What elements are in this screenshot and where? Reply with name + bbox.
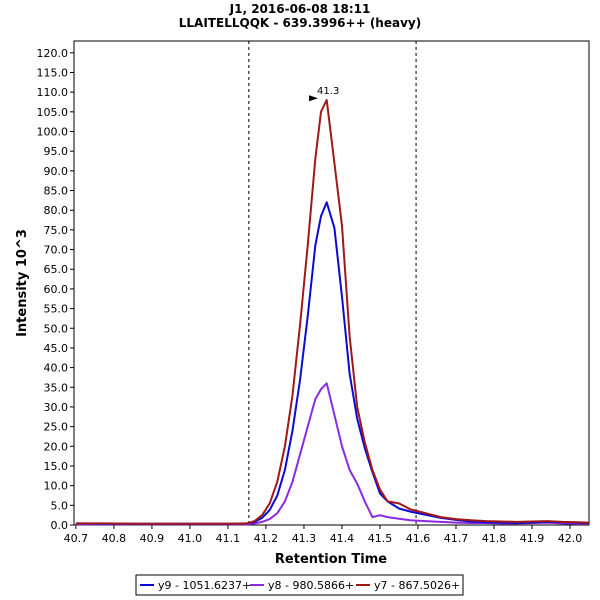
y-tick-label: 100.0 [37,126,69,139]
y-tick-label: 60.0 [44,283,69,296]
x-tick-label: 41.0 [178,532,203,545]
y-tick-label: 90.0 [44,165,69,178]
y-tick-label: 20.0 [44,440,69,453]
integration-boundaries [248,41,417,525]
y-tick-label: 25.0 [44,421,69,434]
x-axis-label: Retention Time [275,552,387,567]
plot-area [73,40,590,526]
y-tick-label: 0.0 [51,519,69,532]
x-tick-label: 41.7 [444,532,469,545]
y-tick-label: 10.0 [44,480,69,493]
y-tick-label: 45.0 [44,342,69,355]
x-tick-label: 42.0 [558,532,583,545]
x-tick-label: 41.2 [254,532,279,545]
y-tick-label: 30.0 [44,401,69,414]
y-tick-label: 115.0 [37,66,69,79]
y-tick-label: 65.0 [44,263,69,276]
y-tick-label: 95.0 [44,145,69,158]
x-tick-label: 40.8 [102,532,127,545]
legend-label: y7 - 867.5026+ [374,579,460,592]
x-tick-label: 41.3 [292,532,317,545]
x-tick-label: 41.6 [406,532,431,545]
peak-annotation: 41.3 [309,86,339,102]
peak-arrow-icon [309,95,319,102]
legend-label: y9 - 1051.6237+ [158,579,251,592]
y-tick-label: 110.0 [37,86,69,99]
x-tick-label: 41.4 [330,532,355,545]
legend-box [135,574,464,596]
y-tick-label: 75.0 [44,224,69,237]
y-tick-label: 5.0 [51,499,69,512]
y-tick-label: 70.0 [44,244,69,257]
legend: y9 - 1051.6237+ y8 - 980.5866+ y7 - 867.50… [135,574,464,596]
y-tick-label: 35.0 [44,381,69,394]
series-layer [75,99,590,526]
y-tick-label: 55.0 [44,303,69,316]
chart-title: J1, 2016-06-08 18:11 [229,2,371,16]
y-axis-label: Intensity 10^3 [15,229,30,337]
y-tick-label: 40.0 [44,362,69,375]
y-tick-label: 85.0 [44,185,69,198]
x-tick-label: 41.5 [368,532,393,545]
x-axis-ticks: 40.7 40.8 40.9 41.0 41.1 41.2 41.3 41.4 41.5 41.6… [64,525,583,545]
y-tick-label: 80.0 [44,204,69,217]
x-tick-label: 40.9 [140,532,165,545]
chart-subtitle: LLAITELLQQK - 639.3996++ (heavy) [179,16,421,30]
y-tick-label: 105.0 [37,106,69,119]
y-axis-ticks: 0.0 5.0 10.0 15.0 20.0 25.0 30.0 35.0 40.0 45.0 50… [37,47,74,532]
y-tick-label: 50.0 [44,322,69,335]
legend-label: y8 - 980.5866+ [268,579,354,592]
y-tick-label: 120.0 [37,47,69,60]
x-tick-label: 41.9 [520,532,545,545]
x-tick-label: 41.8 [482,532,507,545]
x-tick-label: 41.1 [216,532,241,545]
series-line-y7 [75,99,590,525]
x-tick-label: 40.7 [64,532,89,545]
peak-label: 41.3 [317,86,339,97]
y-tick-label: 15.0 [44,460,69,473]
